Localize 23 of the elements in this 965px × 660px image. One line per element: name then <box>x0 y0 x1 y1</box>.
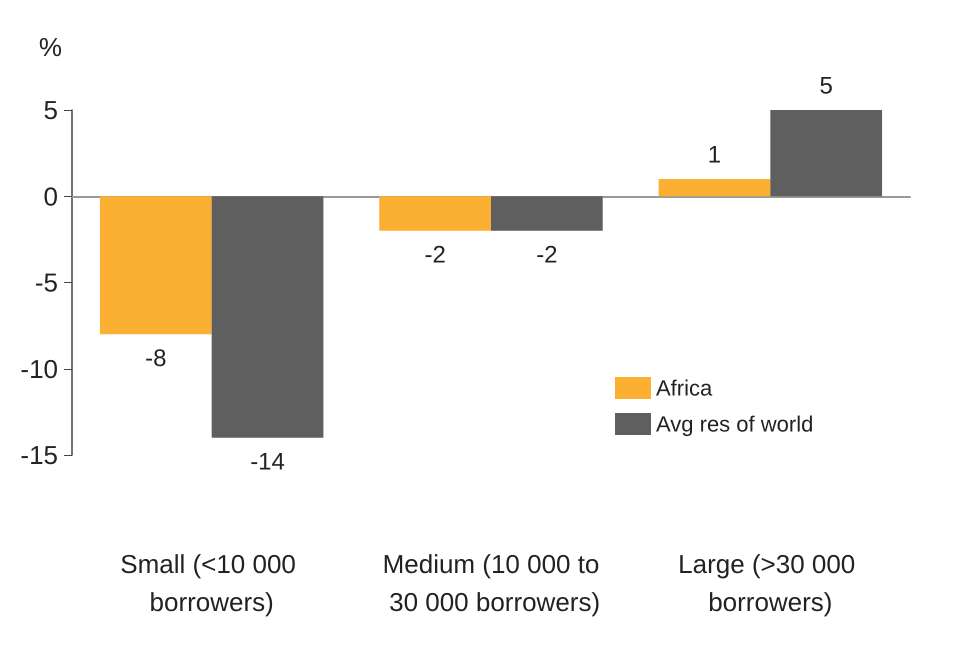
data-label: -2 <box>536 241 558 268</box>
data-label: -2 <box>424 241 446 268</box>
bar <box>379 196 491 231</box>
data-label: 1 <box>708 142 722 168</box>
y-tick-label: 0 <box>44 181 58 212</box>
bar <box>770 110 882 196</box>
y-axis-title: % <box>38 32 62 62</box>
y-tick-label: -10 <box>20 354 58 384</box>
data-label: -8 <box>145 344 166 372</box>
bar <box>100 196 212 334</box>
bar <box>212 196 324 438</box>
x-tick-label: Small (<10 000 borrowers) <box>120 549 304 617</box>
bar <box>491 196 603 231</box>
data-label: -14 <box>250 448 285 476</box>
legend-label: Africa <box>656 376 713 400</box>
x-tick-label: Large (>30 000 borrowers) <box>678 549 862 617</box>
legend-label: Avg res of world <box>656 412 814 436</box>
data-label: 5 <box>820 72 833 100</box>
y-tick-label: -15 <box>20 440 58 470</box>
x-tick-label: Medium (10 000 to 30 000 borrowers) <box>382 549 600 617</box>
bar <box>658 179 770 196</box>
y-tick-label: -5 <box>34 268 58 298</box>
y-tick-label: 5 <box>44 95 58 125</box>
